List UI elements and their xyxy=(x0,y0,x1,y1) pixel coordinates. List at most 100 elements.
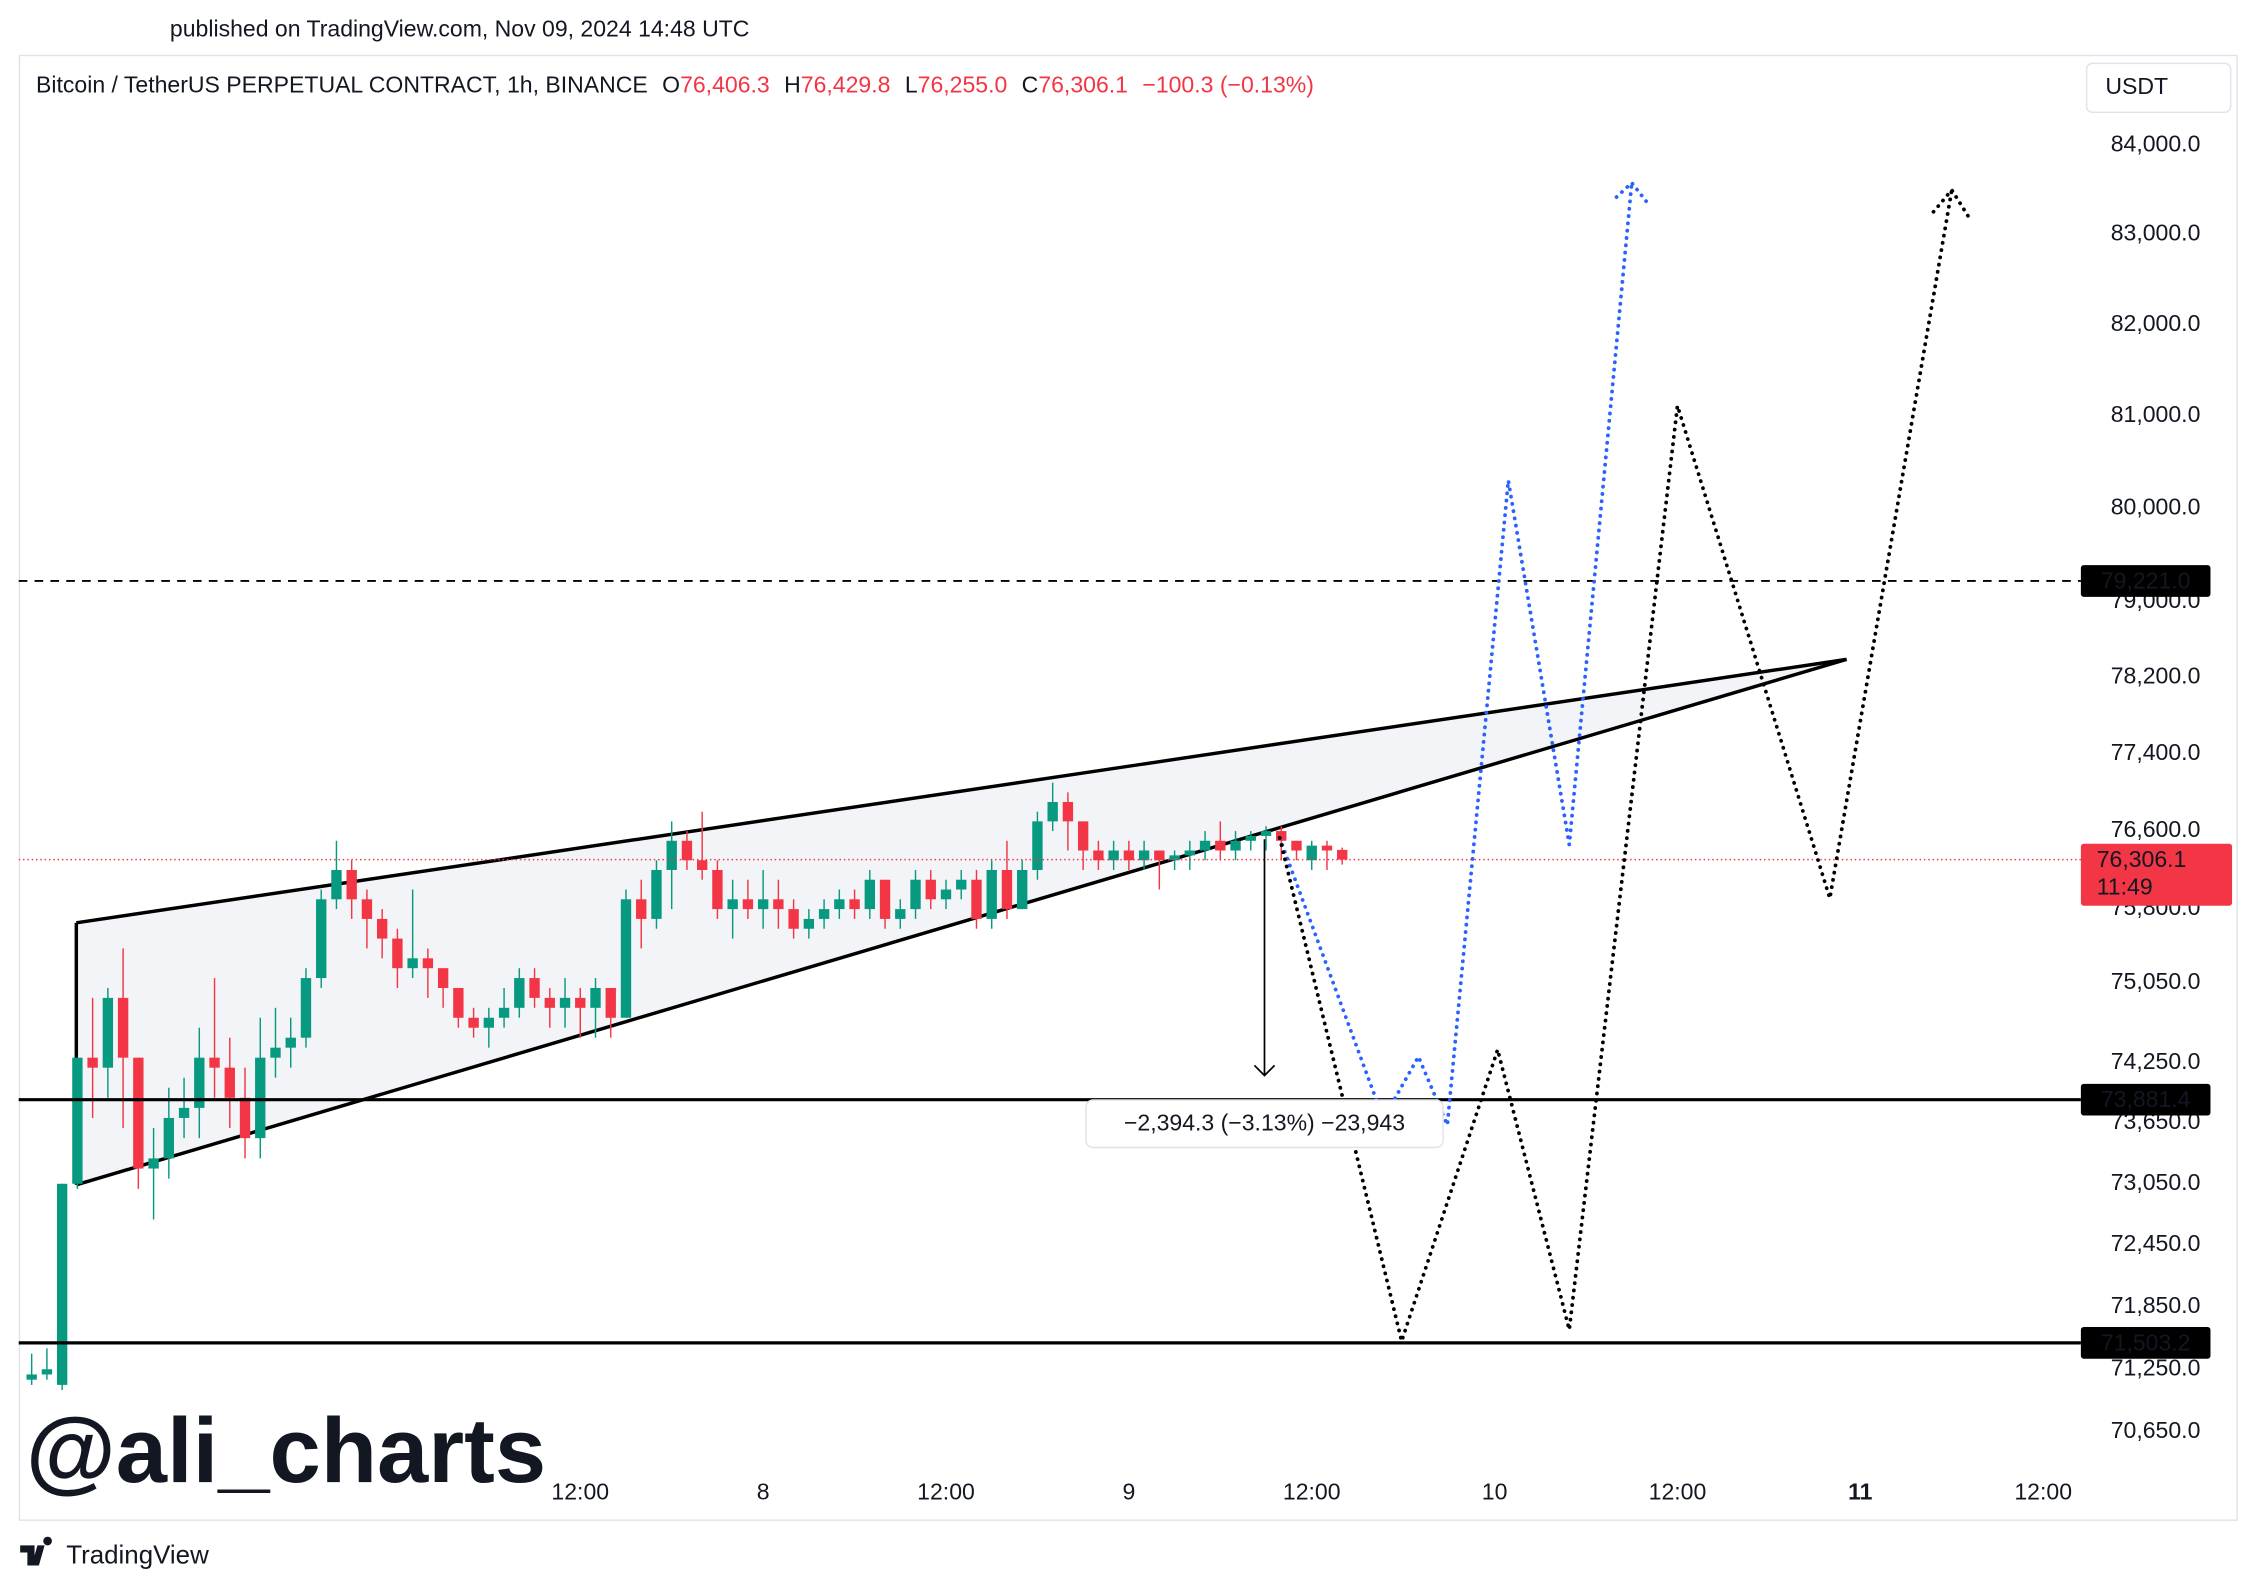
candle-body xyxy=(178,1107,190,1118)
y-tick-label: 74,250.0 xyxy=(2111,1048,2201,1074)
candle-body xyxy=(575,997,586,1008)
candle-body xyxy=(925,879,936,900)
candle-body xyxy=(285,1037,296,1048)
ohlc-value: 76,306.1 xyxy=(1038,72,1128,98)
x-tick-label: 8 xyxy=(757,1479,770,1505)
candle-body xyxy=(72,1057,83,1184)
candle-body xyxy=(666,840,677,870)
x-tick-label: 9 xyxy=(1122,1479,1135,1505)
candle-body xyxy=(590,987,601,1008)
candle-body xyxy=(239,1097,251,1139)
ohlc-key: H xyxy=(784,72,801,98)
candle-body xyxy=(163,1117,175,1159)
candle-body xyxy=(133,1057,144,1169)
y-tick-label: 82,000.0 xyxy=(2111,310,2201,336)
candle-body xyxy=(1321,845,1333,851)
last-price-box xyxy=(2080,843,2233,906)
candle-body xyxy=(224,1067,235,1098)
candle-body xyxy=(1108,850,1119,861)
candle-body xyxy=(956,879,967,890)
candle-body xyxy=(895,909,906,919)
y-tick-label: 78,200.0 xyxy=(2111,662,2201,688)
candle-body xyxy=(1047,802,1058,822)
candle-body xyxy=(1199,840,1211,851)
candle-body xyxy=(544,997,555,1008)
level-label-box xyxy=(2080,1327,2211,1359)
y-tick-label: 81,000.0 xyxy=(2111,401,2201,427)
projection-arrowhead xyxy=(1931,188,1971,219)
candle-body xyxy=(712,869,723,910)
wedge-lower xyxy=(75,657,1848,1187)
candle-body xyxy=(651,869,662,919)
candle-body xyxy=(1291,840,1302,851)
candle-body xyxy=(849,899,860,910)
candle-body xyxy=(270,1047,281,1058)
candle-body xyxy=(194,1057,205,1108)
wedge-upper xyxy=(76,657,1847,925)
ohlc-value: 76,255.0 xyxy=(918,72,1008,98)
candle-body xyxy=(620,899,632,1018)
candle-body xyxy=(376,918,388,939)
candle-body xyxy=(773,899,784,910)
candle-body xyxy=(1017,869,1028,910)
candle-body xyxy=(498,1007,510,1018)
candle-body xyxy=(1230,840,1241,851)
y-tick-label: 80,000.0 xyxy=(2111,493,2201,519)
symbol-title: Bitcoin / TetherUS PERPETUAL CONTRACT, 1… xyxy=(36,72,648,98)
chart-frame xyxy=(18,54,2238,1521)
candle-body xyxy=(1276,831,1287,841)
candle-body xyxy=(605,987,616,1018)
candle-body xyxy=(1260,831,1272,836)
last-price-label: 76,306.1 xyxy=(2097,846,2187,872)
x-tick-label: 12:00 xyxy=(2014,1479,2072,1505)
candle-body xyxy=(331,869,342,900)
ohlc-key: O xyxy=(662,72,680,98)
candle-body xyxy=(437,968,449,988)
candle-body xyxy=(1337,849,1348,860)
candle-body xyxy=(1245,835,1256,841)
ohlc-value: 76,406.3 xyxy=(680,72,770,98)
y-tick-label: 75,050.0 xyxy=(2111,968,2201,994)
candle-body xyxy=(742,899,754,910)
candle-body xyxy=(483,1017,495,1028)
candle-body xyxy=(757,899,769,910)
candle-body xyxy=(1306,845,1317,861)
currency-box[interactable] xyxy=(2085,62,2232,114)
candle-body xyxy=(834,899,845,910)
tv-logo xyxy=(20,1536,52,1566)
level-label-box xyxy=(2080,565,2211,597)
candle-body xyxy=(818,909,830,919)
y-tick-label: 76,600.0 xyxy=(2111,816,2201,842)
candle-body xyxy=(56,1183,68,1385)
candle-body xyxy=(1062,802,1074,822)
candle-body xyxy=(1032,821,1043,870)
candle-body xyxy=(255,1057,266,1139)
candle-body xyxy=(1215,840,1226,851)
candle-body xyxy=(26,1374,37,1380)
x-tick-label: 12:00 xyxy=(917,1479,975,1505)
published: published on TradingView.com, Nov 09, 20… xyxy=(170,15,750,41)
watermark: @ali_charts xyxy=(26,1399,546,1502)
footer: TradingView xyxy=(66,1542,209,1570)
candle-body xyxy=(1169,855,1180,861)
y-tick-label: 77,400.0 xyxy=(2111,739,2201,765)
candle-body xyxy=(1123,850,1135,861)
level-label: 73,881.4 xyxy=(2101,1086,2191,1112)
candle-body xyxy=(346,869,357,900)
candle-body xyxy=(300,978,312,1038)
candle-body xyxy=(407,958,418,969)
candle-body xyxy=(1154,850,1165,861)
candle-body xyxy=(971,879,982,919)
measure-arrowhead xyxy=(1253,1064,1276,1077)
candle-body xyxy=(788,909,799,929)
x-tick-label: 12:00 xyxy=(551,1479,609,1505)
candle-body xyxy=(209,1057,220,1068)
candle-body xyxy=(1184,850,1196,856)
candle-body xyxy=(986,869,997,919)
ohlc-key: C xyxy=(1022,72,1039,98)
candle-body xyxy=(87,1057,98,1068)
candle-body xyxy=(681,840,693,861)
candle-body xyxy=(727,899,738,910)
